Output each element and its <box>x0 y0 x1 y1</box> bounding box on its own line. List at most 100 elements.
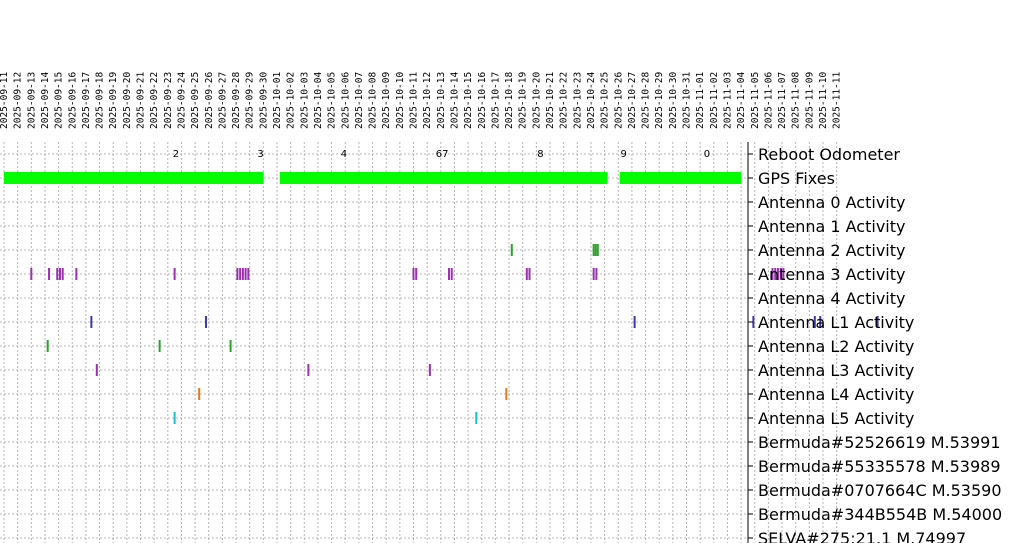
date-tick-label: 2025-11-02 <box>709 72 720 129</box>
activity-tick-antenna-2-activity <box>594 244 597 256</box>
date-tick-label: 2025-11-06 <box>763 72 774 129</box>
date-tick-label: 2025-10-10 <box>395 72 406 129</box>
date-tick-label: 2025-10-27 <box>627 72 638 129</box>
activity-tick-antenna-3-activity <box>779 268 782 280</box>
row-label-bermuda-0707664c-m-53590: Bermuda#0707664C M.53590 <box>758 481 1002 500</box>
row-labels: Reboot Odometer GPS Fixes Antenna 0 Activi… <box>758 145 1002 543</box>
date-tick-label: 2025-11-10 <box>818 72 829 129</box>
date-tick-label: 2025-11-01 <box>695 72 706 129</box>
row-label-antenna-0-activity: Antenna 0 Activity <box>758 193 905 212</box>
activity-tick-antenna-l1-activity <box>752 316 755 328</box>
activity-tick-antenna-3-activity <box>774 268 777 280</box>
row-label-antenna-l4-activity: Antenna L4 Activity <box>758 385 914 404</box>
activity-tick-antenna-3-activity <box>58 268 61 280</box>
reboot-odometer-labels: 2 3 4 67 8 9 0 <box>173 149 710 160</box>
date-tick-label: 2025-10-16 <box>477 72 488 129</box>
date-tick-label: 2025-10-08 <box>368 72 379 129</box>
date-tick-label: 2025-10-18 <box>504 72 515 129</box>
date-tick-label: 2025-09-17 <box>81 72 92 129</box>
activity-tick-antenna-l3-activity <box>428 364 431 376</box>
date-tick-label: 2025-09-24 <box>176 72 187 129</box>
row-label-bermuda-52526619-m-53991: Bermuda#52526619 M.53991 <box>758 433 1001 452</box>
activity-tick-antenna-2-activity <box>596 244 599 256</box>
date-tick-label: 2025-11-11 <box>832 72 843 129</box>
date-tick-label: 2025-09-27 <box>217 72 228 129</box>
activity-tick-antenna-l3-activity <box>95 364 98 376</box>
activity-tick-antenna-3-activity <box>244 268 247 280</box>
activity-tick-antenna-l5-activity <box>475 412 478 424</box>
activity-tick-antenna-3-activity <box>30 268 33 280</box>
date-tick-label: 2025-10-19 <box>518 72 529 129</box>
activity-tick-antenna-l3-activity <box>307 364 310 376</box>
date-tick-label: 2025-10-12 <box>422 72 433 129</box>
date-tick-label: 2025-09-19 <box>108 72 119 129</box>
date-tick-label: 2025-09-22 <box>149 72 160 129</box>
activity-tick-antenna-3-activity <box>239 268 242 280</box>
activity-tick-antenna-2-activity <box>510 244 513 256</box>
date-tick-label: 2025-11-07 <box>777 72 788 129</box>
row-label-antenna-4-activity: Antenna 4 Activity <box>758 289 905 308</box>
odometer-value: 2 <box>173 149 179 160</box>
activity-tick-antenna-l1-activity <box>876 316 879 328</box>
activity-tick-antenna-3-activity <box>75 268 78 280</box>
activity-tick-antenna-2-activity <box>592 244 595 256</box>
date-tick-label: 2025-09-29 <box>245 72 256 129</box>
date-tick-label: 2025-10-29 <box>654 72 665 129</box>
activity-tick-antenna-l1-activity <box>813 316 816 328</box>
date-tick-label: 2025-10-09 <box>381 72 392 129</box>
row-label-bermuda-55335578-m-53989: Bermuda#55335578 M.53989 <box>758 457 1001 476</box>
odometer-value: 9 <box>621 149 627 160</box>
row-label-antenna-l2-activity: Antenna L2 Activity <box>758 337 914 356</box>
activity-tick-antenna-3-activity <box>412 268 415 280</box>
date-tick-label: 2025-10-20 <box>531 72 542 129</box>
data-marks <box>4 172 879 424</box>
activity-tick-antenna-3-activity <box>525 268 528 280</box>
date-axis: 2025-09-11 2025-09-12 2025-09-13 2025-09-14… <box>0 72 843 129</box>
odometer-value: 3 <box>257 149 263 160</box>
date-tick-label: 2025-09-23 <box>163 72 174 129</box>
odometer-value: 0 <box>704 149 710 160</box>
date-tick-label: 2025-10-02 <box>286 72 297 129</box>
activity-tick-antenna-3-activity <box>592 268 595 280</box>
date-tick-label: 2025-10-22 <box>559 72 570 129</box>
date-tick-label: 2025-10-31 <box>682 72 693 129</box>
date-tick-label: 2025-09-28 <box>231 72 242 129</box>
activity-tick-antenna-3-activity <box>247 268 250 280</box>
activity-tick-antenna-3-activity <box>56 268 59 280</box>
activity-tick-antenna-3-activity <box>61 268 64 280</box>
activity-tick-antenna-3-activity <box>415 268 418 280</box>
date-tick-label: 2025-09-20 <box>122 72 133 129</box>
activity-tick-antenna-l1-activity <box>90 316 93 328</box>
activity-tick-antenna-l2-activity <box>229 340 232 352</box>
date-tick-label: 2025-09-11 <box>0 72 10 129</box>
date-tick-label: 2025-11-03 <box>722 72 733 129</box>
date-tick-label: 2025-10-25 <box>600 72 611 129</box>
odometer-value: 8 <box>537 149 543 160</box>
gps-fix-bar <box>619 172 742 184</box>
row-label-antenna-3-activity: Antenna 3 Activity <box>758 265 905 284</box>
date-tick-label: 2025-10-23 <box>572 72 583 129</box>
date-tick-label: 2025-11-08 <box>791 72 802 129</box>
activity-tick-antenna-l4-activity <box>505 388 508 400</box>
date-tick-label: 2025-11-04 <box>736 72 747 129</box>
activity-tick-antenna-3-activity <box>48 268 51 280</box>
date-tick-label: 2025-10-14 <box>449 72 460 129</box>
activity-tick-antenna-3-activity <box>776 268 779 280</box>
row-label-antenna-l5-activity: Antenna L5 Activity <box>758 409 914 428</box>
activity-tick-antenna-3-activity <box>595 268 598 280</box>
grid <box>0 142 838 543</box>
activity-tick-antenna-l5-activity <box>173 412 176 424</box>
date-tick-label: 2025-09-21 <box>136 72 147 129</box>
activity-tick-antenna-3-activity <box>236 268 239 280</box>
activity-tick-antenna-l4-activity <box>198 388 201 400</box>
date-tick-label: 2025-10-28 <box>641 72 652 129</box>
date-tick-label: 2025-10-15 <box>463 72 474 129</box>
date-tick-label: 2025-10-26 <box>613 72 624 129</box>
date-tick-label: 2025-10-06 <box>340 72 351 129</box>
row-label-antenna-1-activity: Antenna 1 Activity <box>758 217 905 236</box>
date-tick-label: 2025-10-03 <box>299 72 310 129</box>
date-tick-label: 2025-09-25 <box>190 72 201 129</box>
activity-tick-antenna-3-activity <box>450 268 453 280</box>
odometer-value: 67 <box>436 149 449 160</box>
date-tick-label: 2025-09-15 <box>54 72 65 129</box>
